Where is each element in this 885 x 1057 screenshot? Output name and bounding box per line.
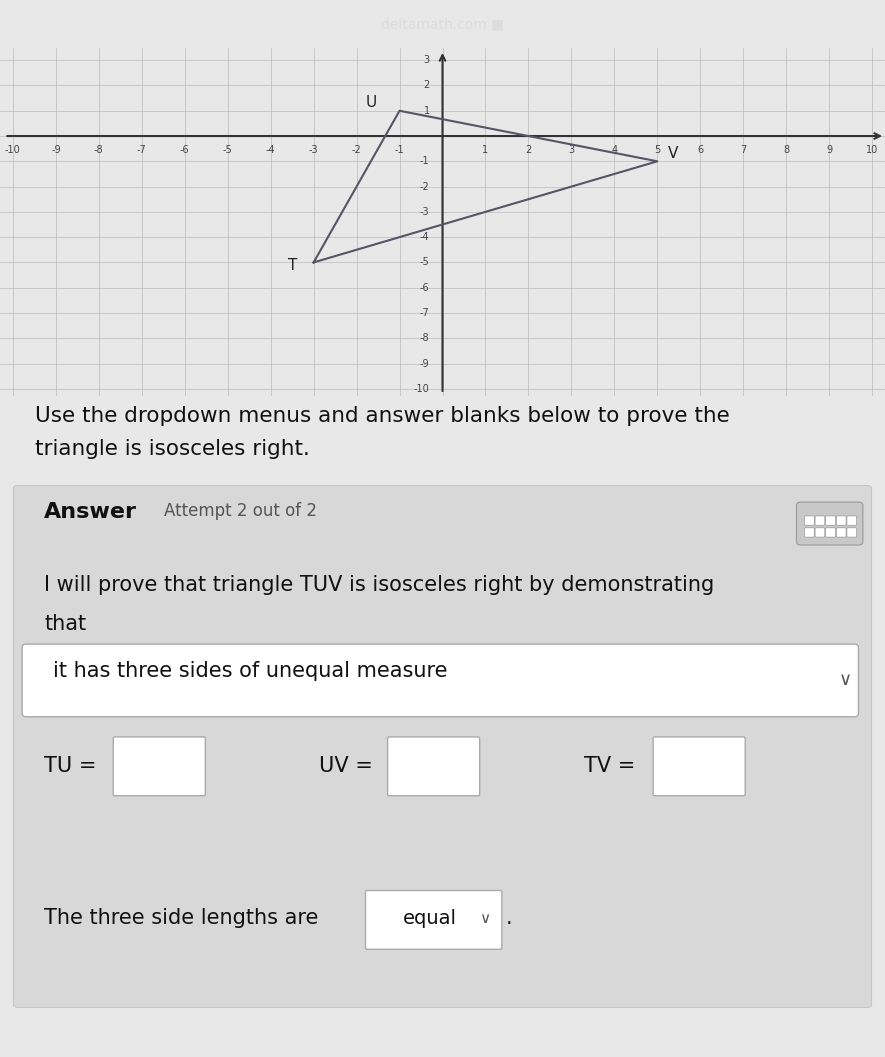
Text: -6: -6 xyxy=(420,282,429,293)
Text: TV =: TV = xyxy=(584,757,635,776)
Text: TU =: TU = xyxy=(44,757,96,776)
FancyBboxPatch shape xyxy=(388,737,480,796)
Text: -4: -4 xyxy=(420,233,429,242)
Text: -2: -2 xyxy=(351,145,361,155)
Text: -10: -10 xyxy=(414,384,429,394)
FancyBboxPatch shape xyxy=(22,644,858,717)
Text: -6: -6 xyxy=(180,145,189,155)
FancyBboxPatch shape xyxy=(13,485,872,1007)
FancyBboxPatch shape xyxy=(847,527,857,537)
FancyBboxPatch shape xyxy=(815,516,825,525)
Text: -2: -2 xyxy=(419,182,429,191)
FancyBboxPatch shape xyxy=(847,516,857,525)
Text: Use the dropdown menus and answer blanks below to prove the: Use the dropdown menus and answer blanks… xyxy=(35,406,730,426)
Text: The three side lengths are: The three side lengths are xyxy=(44,908,326,928)
Text: 6: 6 xyxy=(697,145,704,155)
Text: -9: -9 xyxy=(51,145,61,155)
Text: Attempt 2 out of 2: Attempt 2 out of 2 xyxy=(164,502,317,520)
Text: 1: 1 xyxy=(482,145,489,155)
Text: equal: equal xyxy=(403,909,457,928)
FancyBboxPatch shape xyxy=(826,527,835,537)
Text: 1: 1 xyxy=(424,106,429,116)
Text: 4: 4 xyxy=(612,145,618,155)
Text: -7: -7 xyxy=(419,308,429,318)
FancyBboxPatch shape xyxy=(804,516,814,525)
Text: triangle is isosceles right.: triangle is isosceles right. xyxy=(35,440,311,460)
Text: -5: -5 xyxy=(419,258,429,267)
Text: -1: -1 xyxy=(420,156,429,166)
Text: -10: -10 xyxy=(5,145,20,155)
Text: 7: 7 xyxy=(740,145,746,155)
Text: ∨: ∨ xyxy=(839,671,851,689)
Text: T: T xyxy=(288,258,297,273)
FancyBboxPatch shape xyxy=(113,737,205,796)
Text: UV =: UV = xyxy=(319,757,373,776)
Text: 8: 8 xyxy=(783,145,789,155)
Text: 3: 3 xyxy=(568,145,574,155)
FancyBboxPatch shape xyxy=(796,502,863,545)
Text: -1: -1 xyxy=(395,145,404,155)
FancyBboxPatch shape xyxy=(653,737,745,796)
Text: I will prove that triangle TUV is isosceles right by demonstrating: I will prove that triangle TUV is isosce… xyxy=(44,575,714,595)
Text: .: . xyxy=(506,908,512,928)
Text: -8: -8 xyxy=(94,145,104,155)
Text: 10: 10 xyxy=(866,145,878,155)
FancyBboxPatch shape xyxy=(826,516,835,525)
Text: Answer: Answer xyxy=(44,502,137,522)
Text: 3: 3 xyxy=(424,55,429,66)
Text: -3: -3 xyxy=(309,145,319,155)
Text: -8: -8 xyxy=(420,333,429,344)
Text: ∨: ∨ xyxy=(480,911,490,926)
Text: 2: 2 xyxy=(423,80,429,91)
Text: that: that xyxy=(44,614,87,634)
FancyBboxPatch shape xyxy=(366,890,502,949)
Text: it has three sides of unequal measure: it has three sides of unequal measure xyxy=(53,661,448,681)
Text: 2: 2 xyxy=(526,145,532,155)
Text: deltamath.com ■: deltamath.com ■ xyxy=(381,17,504,31)
Text: 5: 5 xyxy=(654,145,660,155)
Text: U: U xyxy=(366,95,376,110)
FancyBboxPatch shape xyxy=(836,516,846,525)
Text: -3: -3 xyxy=(420,207,429,217)
FancyBboxPatch shape xyxy=(836,527,846,537)
Text: -5: -5 xyxy=(223,145,233,155)
Text: -7: -7 xyxy=(137,145,147,155)
Text: V: V xyxy=(668,146,679,161)
Text: 9: 9 xyxy=(826,145,832,155)
Text: -9: -9 xyxy=(420,358,429,369)
FancyBboxPatch shape xyxy=(815,527,825,537)
Text: -4: -4 xyxy=(266,145,275,155)
FancyBboxPatch shape xyxy=(804,527,814,537)
